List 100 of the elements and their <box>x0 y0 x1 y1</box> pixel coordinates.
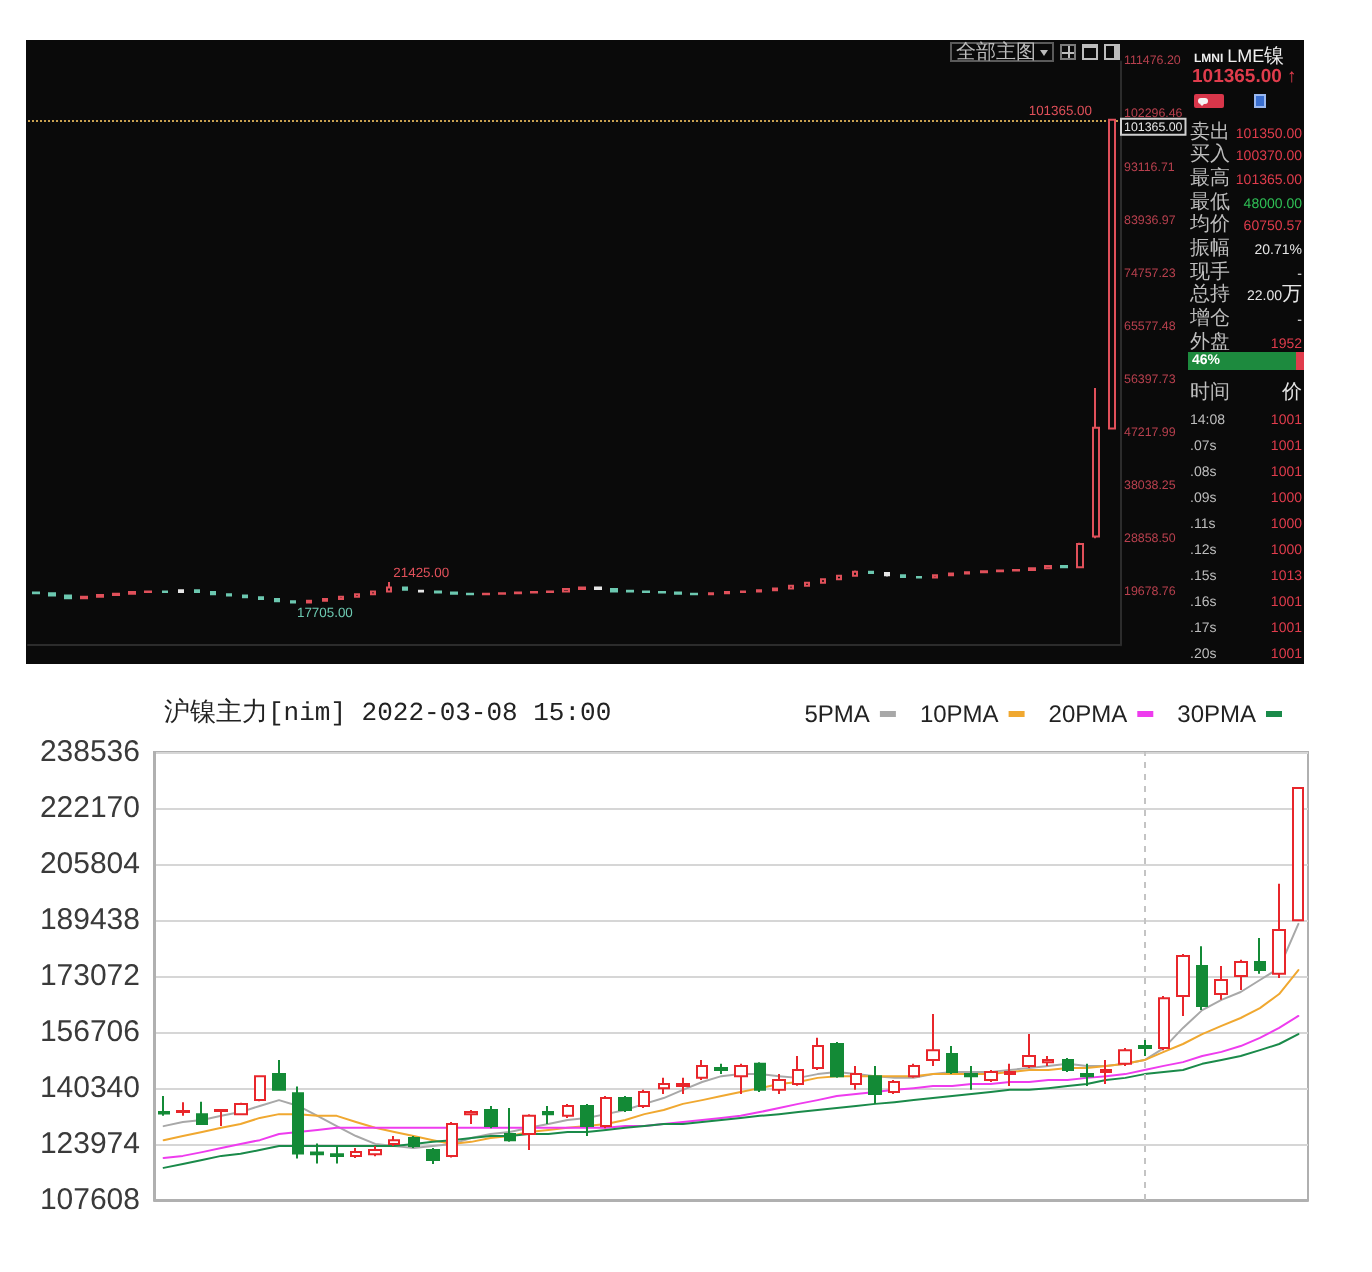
candlestick <box>330 1144 344 1165</box>
legend-label: 20PMA <box>1048 700 1128 728</box>
candlestick <box>1004 1062 1016 1088</box>
candlestick <box>964 570 970 576</box>
category-label: 振幅 <box>1190 237 1230 260</box>
candlestick <box>258 595 264 601</box>
candlestick <box>446 1121 458 1159</box>
category-label: 外盘 <box>1190 331 1230 354</box>
category-label: 时间 <box>1190 381 1230 403</box>
candlestick <box>322 597 328 603</box>
category-label: 增仓 <box>1190 307 1230 330</box>
candlestick <box>1158 995 1170 1052</box>
line-series <box>162 1014 1300 1159</box>
candlestick <box>964 1064 978 1091</box>
candlestick <box>788 584 794 591</box>
candlestick <box>850 1064 862 1091</box>
candlestick <box>562 587 570 593</box>
candlestick <box>402 585 408 592</box>
candlestick <box>64 593 72 600</box>
candlestick <box>338 595 344 601</box>
candlestick <box>48 591 56 598</box>
candlestick <box>1022 1033 1036 1069</box>
candlestick <box>292 1085 304 1160</box>
candlestick <box>434 589 442 595</box>
y-tick-label: 140340 <box>39 1071 140 1105</box>
legend-label: 30PMA <box>1177 700 1256 728</box>
candlestick <box>884 571 890 578</box>
category-label: 现手 <box>1190 261 1230 284</box>
candlestick <box>868 1064 882 1105</box>
candlestick <box>1044 564 1052 570</box>
candlestick <box>368 1144 382 1158</box>
candlestick <box>900 573 906 579</box>
candlestick <box>852 569 858 578</box>
candlestick <box>772 586 778 592</box>
candlestick <box>408 1135 420 1150</box>
candlestick <box>888 1078 900 1095</box>
candlestick <box>714 1062 728 1076</box>
candlestick <box>618 1095 632 1114</box>
category-label: 买入 <box>1190 144 1230 167</box>
candlestick <box>830 1040 844 1079</box>
candlestick <box>1196 945 1208 1012</box>
candlestick <box>772 1073 786 1095</box>
candlestick <box>908 1062 920 1079</box>
candlestick <box>578 585 586 591</box>
candlestick <box>1234 958 1248 991</box>
candlestick <box>804 581 810 588</box>
candlestick <box>946 1045 958 1076</box>
candlestick <box>522 1113 536 1152</box>
candlestick <box>158 1095 170 1117</box>
candlestick <box>464 1109 478 1126</box>
candlestick <box>1076 541 1084 569</box>
candlestick <box>196 1100 208 1127</box>
candlestick <box>1042 1054 1054 1067</box>
y-tick-label: 189438 <box>39 903 140 937</box>
candlestick <box>274 597 280 603</box>
text: 价 <box>1282 381 1302 403</box>
candlestick <box>948 571 954 577</box>
candlestick <box>242 593 248 599</box>
candlestick <box>600 1095 612 1130</box>
category-label: 最低 <box>1190 191 1230 213</box>
candlestick <box>1092 386 1100 540</box>
candlestick <box>254 1074 266 1103</box>
candlestick <box>1138 1038 1152 1057</box>
candlestick <box>426 1147 440 1166</box>
candlestick <box>638 1088 650 1109</box>
candlestick <box>1272 882 1286 979</box>
candlestick <box>484 1104 498 1130</box>
candlestick <box>194 588 200 594</box>
y-tick-label: 222170 <box>39 791 140 825</box>
candlestick <box>210 590 216 596</box>
legend-label: 5PMA <box>804 700 870 728</box>
candlestick <box>1214 964 1228 1001</box>
candlestick <box>370 589 376 596</box>
candlestick <box>696 1059 708 1081</box>
legend-label: 10PMA <box>919 700 999 728</box>
y-tick-label: 205804 <box>39 847 140 881</box>
candlestick <box>504 1106 516 1143</box>
candlestick <box>820 577 826 585</box>
candlestick <box>1254 936 1266 975</box>
category-label: 均价 <box>1190 214 1230 237</box>
candlestick <box>926 1012 940 1067</box>
category-label: 最高 <box>1190 167 1230 190</box>
line-series <box>162 1033 1300 1169</box>
candlestick <box>836 574 842 581</box>
candlestick <box>676 1076 690 1095</box>
candlestick <box>272 1059 286 1092</box>
candlestick <box>350 1147 362 1159</box>
chart-title: 沪镍主力[nim] 2022-03-08 15:00 <box>164 696 612 728</box>
candlestick <box>754 1061 766 1093</box>
candlestick <box>1108 118 1116 430</box>
y-tick-label: 123974 <box>39 1127 140 1161</box>
candlestick <box>932 573 938 580</box>
candlestick <box>734 1062 748 1095</box>
candlestick <box>1028 566 1036 572</box>
y-tick-label: 238536 <box>39 735 140 769</box>
line-series <box>162 969 1300 1145</box>
candlestick <box>658 1076 670 1095</box>
candlestick <box>310 1142 324 1165</box>
candlestick <box>610 587 618 593</box>
candlestick <box>792 1054 804 1087</box>
